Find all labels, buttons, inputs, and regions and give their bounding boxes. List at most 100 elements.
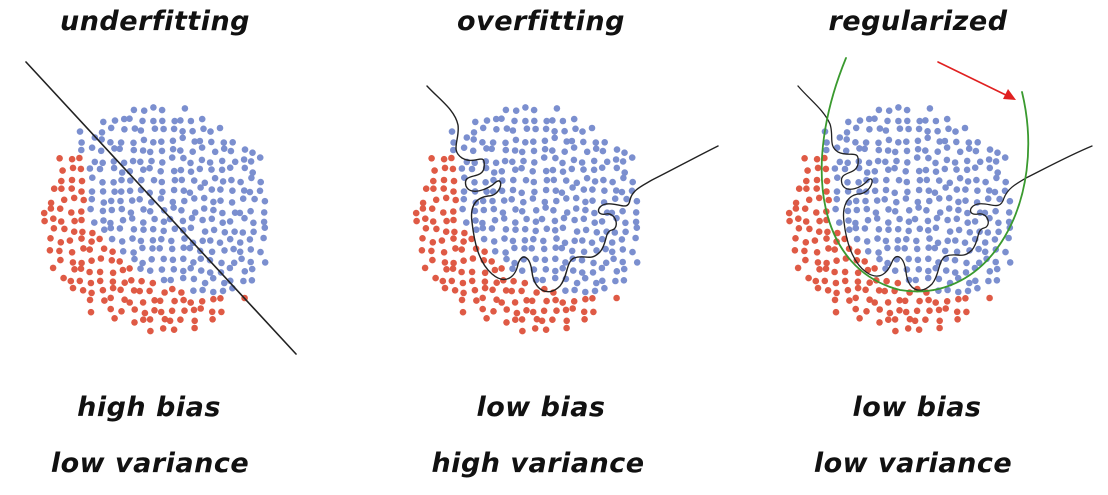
blue-data-point — [216, 239, 224, 246]
blue-data-point — [257, 178, 265, 186]
blue-data-point — [131, 255, 138, 263]
blue-data-point — [108, 206, 116, 214]
blue-data-point — [490, 238, 498, 245]
red-data-point — [915, 326, 923, 334]
red-data-point — [822, 265, 830, 273]
red-data-point — [161, 289, 168, 296]
blue-data-point — [231, 158, 239, 166]
blue-data-point — [177, 166, 185, 174]
red-data-point — [88, 238, 95, 245]
blue-data-point — [206, 269, 214, 276]
blue-data-point — [875, 226, 883, 233]
red-data-point — [452, 245, 459, 252]
blue-data-point — [208, 138, 215, 146]
red-data-point — [449, 265, 457, 273]
blue-data-point — [518, 148, 526, 156]
blue-data-point — [896, 215, 903, 223]
blue-data-point — [107, 139, 114, 146]
blue-data-point — [932, 224, 940, 232]
blue-data-point — [955, 198, 962, 206]
blue-data-point — [844, 179, 851, 186]
blue-data-point — [130, 249, 137, 256]
blue-data-point — [559, 117, 567, 125]
red-data-point — [479, 305, 487, 313]
blue-data-point — [861, 225, 869, 232]
blue-data-point — [966, 279, 973, 287]
red-data-point — [461, 229, 468, 237]
blue-data-point — [580, 186, 588, 193]
blue-data-point — [633, 224, 641, 231]
blue-data-point — [511, 259, 518, 267]
blue-data-point — [541, 145, 549, 153]
blue-data-point — [580, 138, 587, 146]
red-data-point — [814, 284, 822, 292]
blue-data-point — [885, 226, 892, 233]
blue-data-point — [511, 147, 519, 154]
blue-data-point — [531, 188, 538, 196]
blue-data-point — [632, 209, 640, 216]
blue-data-point — [931, 189, 939, 196]
blue-data-point — [239, 229, 247, 236]
blue-data-point — [935, 177, 943, 184]
red-data-point — [422, 185, 430, 192]
blue-data-point — [470, 129, 478, 136]
blue-data-point — [1006, 197, 1014, 205]
blue-data-point — [952, 128, 959, 135]
blue-data-point — [120, 115, 128, 123]
red-data-point — [126, 299, 133, 306]
red-data-point — [50, 215, 57, 222]
blue-data-point — [622, 219, 629, 227]
blue-data-point — [961, 239, 969, 246]
blue-data-point — [1005, 234, 1012, 242]
red-data-point — [569, 305, 576, 312]
blue-data-point — [976, 158, 984, 166]
blue-data-point — [965, 145, 973, 152]
blue-data-point — [542, 186, 550, 194]
red-data-point — [440, 176, 448, 184]
blue-data-point — [916, 176, 924, 184]
red-data-point — [904, 325, 912, 332]
blue-data-point — [553, 197, 560, 205]
red-data-point — [906, 315, 914, 323]
blue-data-point — [170, 186, 178, 194]
red-data-point — [468, 235, 475, 243]
blue-data-point — [210, 198, 217, 206]
blue-data-point — [942, 267, 950, 274]
red-data-point — [896, 297, 903, 304]
blue-data-point — [116, 225, 124, 232]
blue-data-point — [852, 124, 860, 132]
blue-data-point — [98, 129, 106, 136]
blue-data-point — [904, 159, 911, 166]
blue-data-point — [483, 117, 491, 124]
blue-data-point — [166, 215, 174, 223]
blue-data-point — [110, 179, 117, 186]
red-data-point — [489, 286, 496, 294]
red-data-point — [121, 279, 128, 287]
blue-data-point — [471, 179, 478, 186]
blue-data-point — [924, 217, 932, 225]
blue-data-point — [884, 259, 891, 267]
red-data-point — [483, 315, 490, 322]
blue-data-point — [992, 258, 999, 266]
blue-data-point — [568, 165, 576, 173]
blue-data-point — [559, 224, 567, 232]
blue-data-point — [925, 267, 932, 275]
blue-data-point — [86, 165, 94, 172]
blue-data-point — [150, 176, 158, 184]
blue-data-point — [621, 169, 628, 176]
blue-data-point — [579, 237, 586, 244]
red-data-point — [814, 259, 822, 266]
blue-data-point — [140, 136, 148, 144]
red-data-point — [69, 259, 77, 266]
blue-data-point — [991, 188, 999, 196]
blue-data-point — [199, 237, 206, 245]
red-data-point — [460, 257, 467, 265]
blue-data-point — [190, 259, 197, 266]
blue-data-point — [633, 259, 641, 266]
blue-data-point — [450, 146, 457, 154]
blue-data-point — [922, 117, 929, 124]
red-data-point — [468, 268, 476, 276]
blue-data-point — [218, 166, 226, 174]
blue-data-point — [915, 125, 923, 133]
red-data-point — [871, 265, 878, 272]
